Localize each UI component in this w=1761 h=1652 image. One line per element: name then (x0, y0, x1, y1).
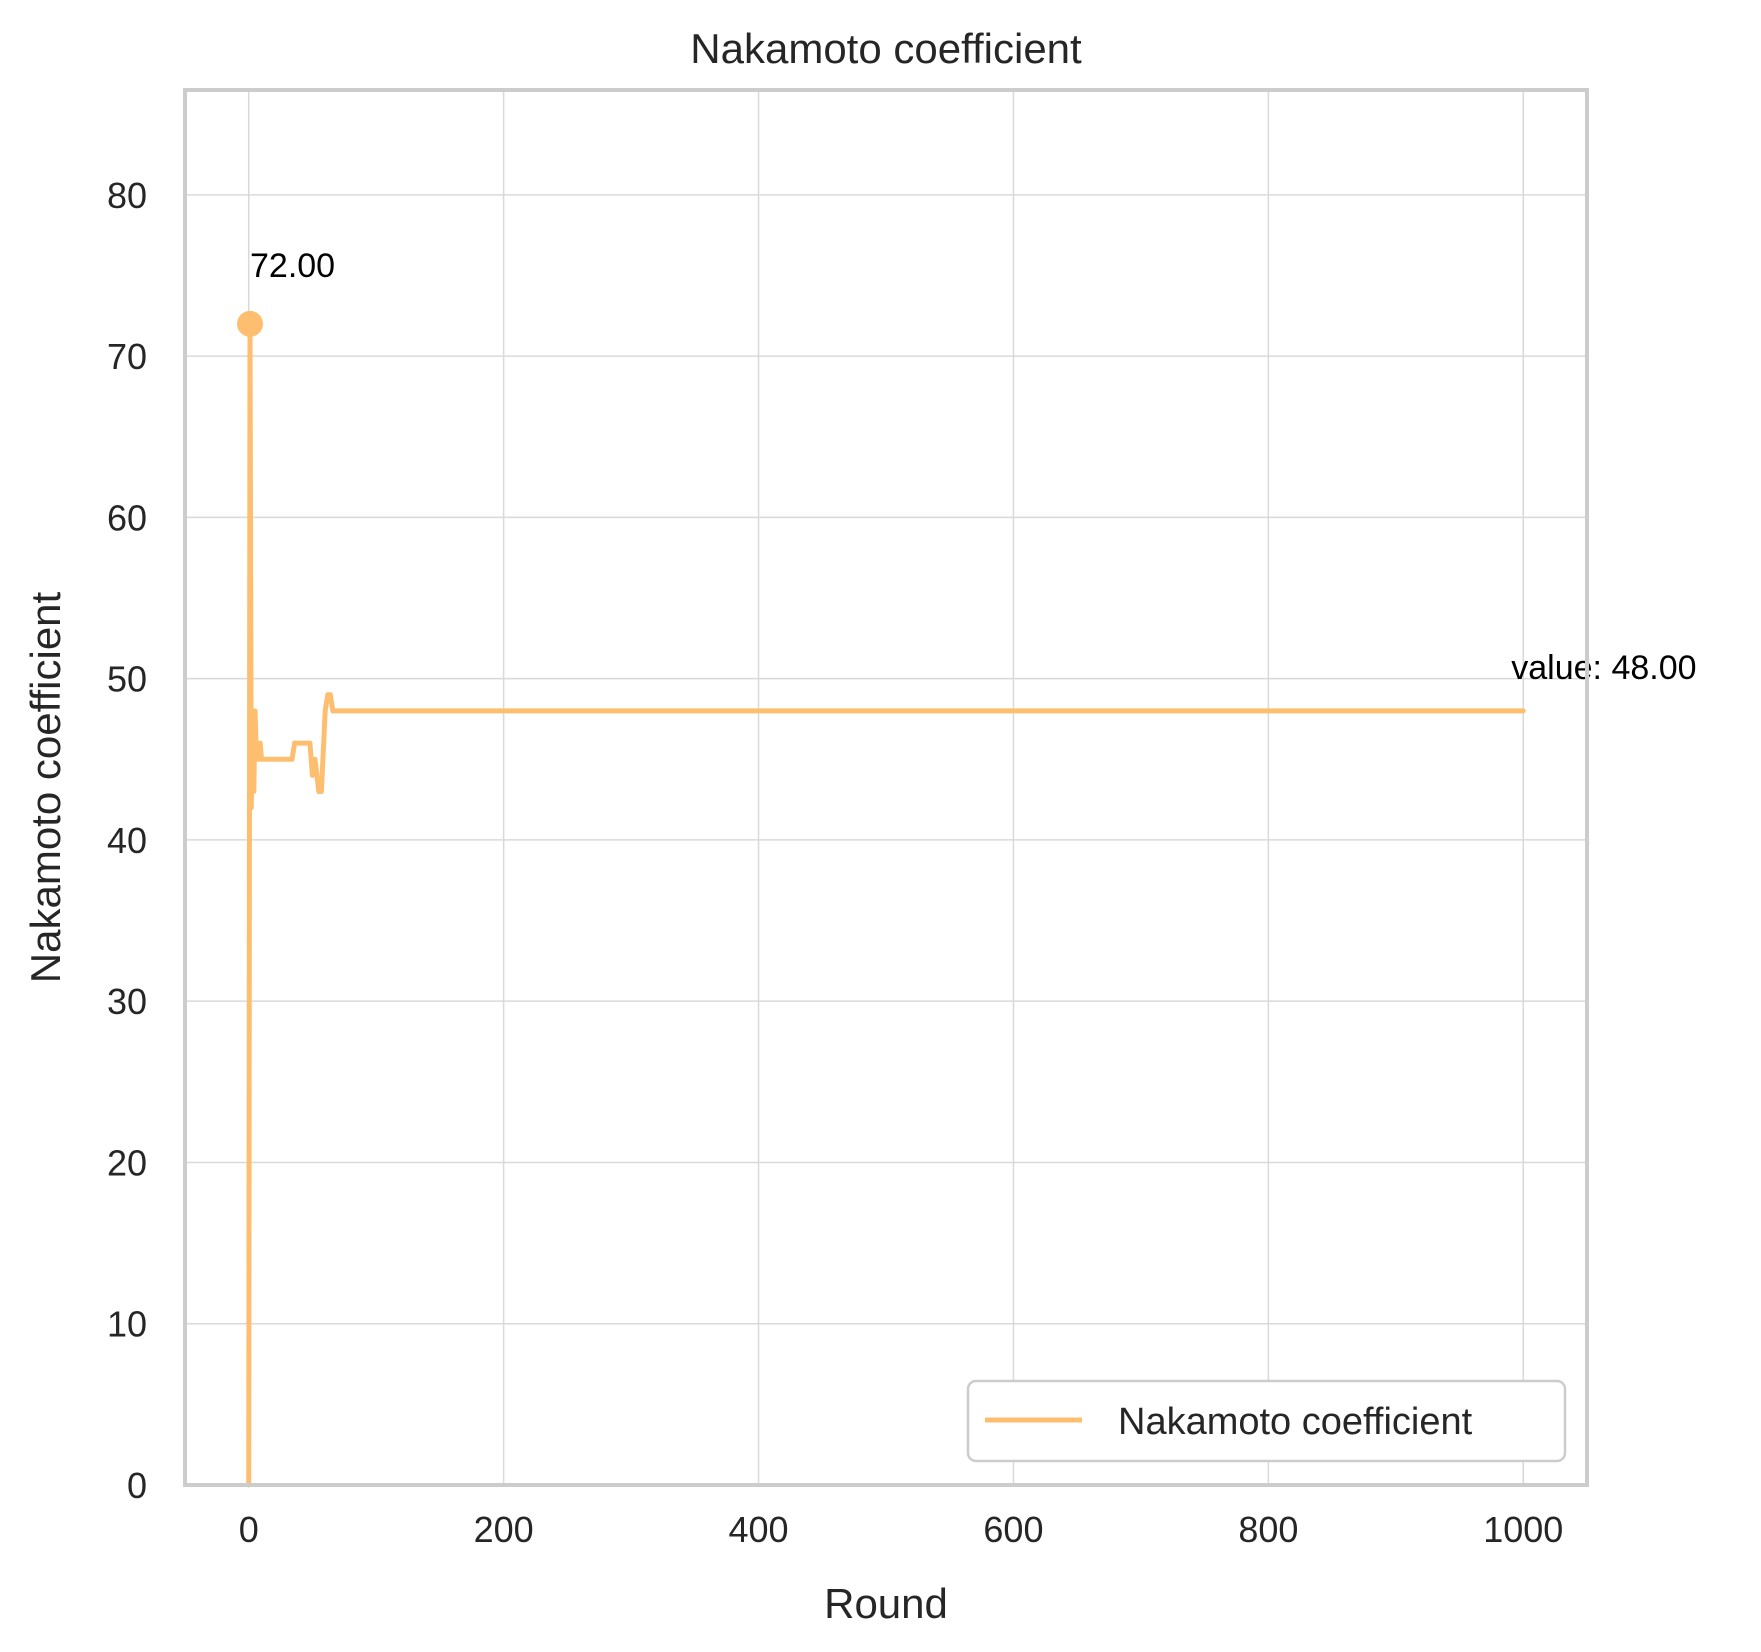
legend-box (966, 1379, 1567, 1463)
y-axis-label: Nakamoto coefficient (22, 591, 69, 983)
series-layer (246, 321, 1526, 1488)
y-tick-label: 20 (107, 1142, 147, 1183)
annotations: 72.00 value: 48.00 (237, 247, 1697, 687)
y-tick-label: 80 (107, 175, 147, 216)
peak-annotation: 72.00 (250, 247, 335, 285)
y-tick-label: 30 (107, 981, 147, 1022)
series-line (246, 321, 1526, 1488)
legend-label: Nakamoto coefficient (1118, 1401, 1473, 1443)
y-tick-label: 50 (107, 659, 147, 700)
x-tick-label: 800 (1238, 1509, 1298, 1550)
x-tick-label: 1000 (1483, 1509, 1563, 1550)
plot-frame (183, 88, 1589, 1487)
tick-labels: 0 200 400 600 800 1000 0 10 20 30 40 50 60 70 80 (107, 175, 1563, 1550)
y-tick-label: 70 (107, 336, 147, 377)
y-tick-label: 10 (107, 1304, 147, 1345)
y-tick-label: 60 (107, 497, 147, 538)
legend: Nakamoto coefficient (966, 1379, 1567, 1463)
x-tick-label: 0 (239, 1509, 259, 1550)
y-tick-label: 40 (107, 820, 147, 861)
x-tick-label: 200 (474, 1509, 534, 1550)
y-tick-label: 0 (127, 1465, 147, 1506)
peak-marker (237, 310, 264, 337)
x-tick-label: 600 (983, 1509, 1043, 1550)
chart-title: Nakamoto coefficient (690, 25, 1082, 72)
x-axis-label: Round (824, 1580, 948, 1627)
final-value-annotation: value: 48.00 (1511, 649, 1696, 687)
grid-lines (185, 90, 1587, 1486)
x-tick-label: 400 (729, 1509, 789, 1550)
